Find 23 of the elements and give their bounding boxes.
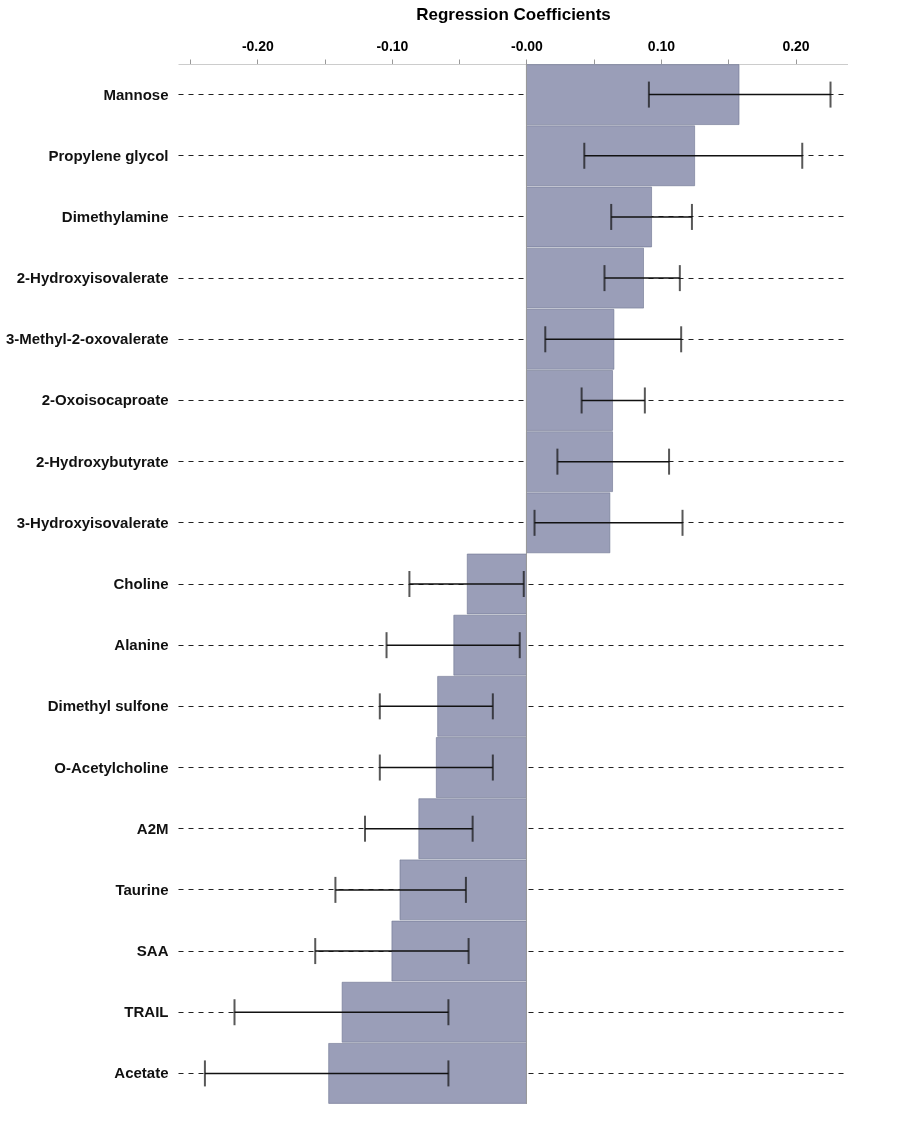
x-tick-label: 0.20	[782, 37, 810, 54]
y-tick-label: 2-Hydroxyisovalerate	[16, 269, 169, 287]
y-tick-label: 2-Oxoisocaproate	[41, 391, 169, 409]
y-tick-label: TRAIL	[124, 1003, 169, 1021]
x-axis-title: Regression Coefficients	[416, 4, 611, 24]
y-tick-label: A2M	[136, 819, 169, 837]
x-tick-label: -0.20	[241, 37, 275, 54]
x-tick-label: 0.10	[647, 37, 676, 54]
y-tick-label: Dimethylamine	[61, 207, 169, 225]
y-tick-label: Alanine	[114, 636, 169, 654]
y-tick-label: Choline	[113, 575, 169, 592]
x-tick-label: -0.00	[510, 37, 544, 54]
y-tick-label: Dimethyl sulfone	[47, 697, 169, 715]
y-tick-label: 2-Hydroxybutyrate	[35, 452, 169, 470]
y-tick-label: Mannose	[103, 85, 169, 103]
y-tick-label: Propylene glycol	[48, 146, 169, 164]
x-tick-label: -0.10	[376, 37, 409, 54]
y-tick-label: 3-Hydroxyisovalerate	[16, 513, 169, 531]
y-tick-label: Acetate	[114, 1064, 169, 1082]
y-tick-label: O-Acetylcholine	[54, 758, 169, 776]
y-tick-label: SAA	[136, 942, 169, 960]
y-tick-label: Taurine	[115, 880, 169, 898]
y-tick-label: 3-Methyl-2-oxovalerate	[5, 330, 169, 348]
